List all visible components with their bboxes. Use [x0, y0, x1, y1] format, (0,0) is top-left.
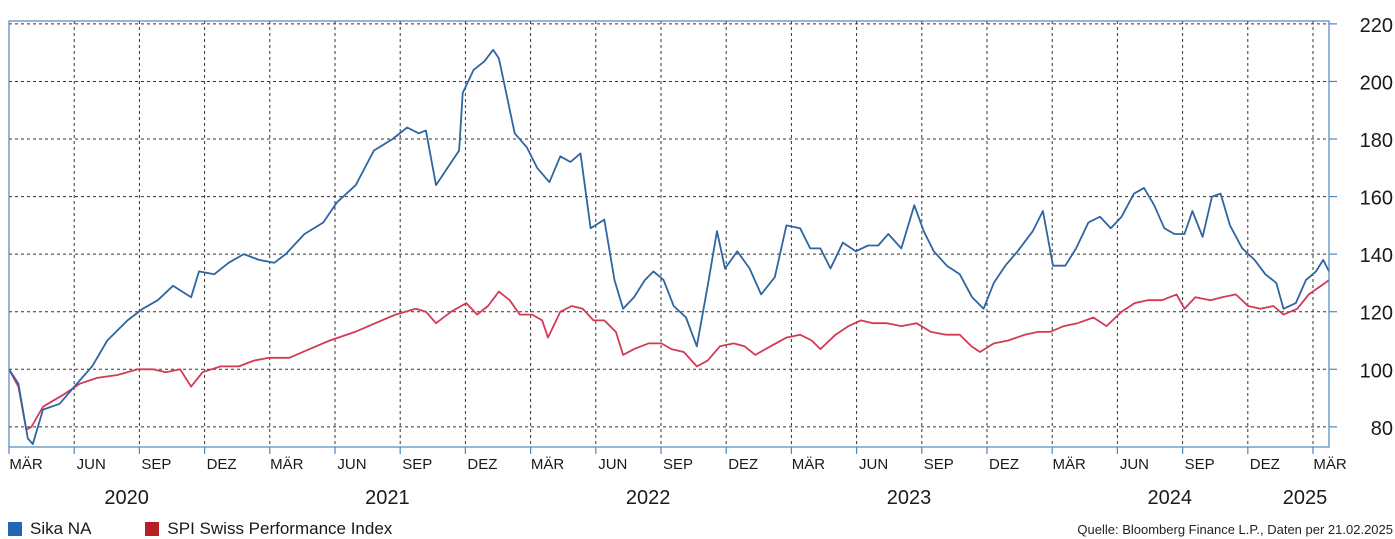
x-axis: MÄR JUN SEP DEZ MÄR JUN SEP DEZ MÄR JUN SEP DEZ MÄR J…	[8, 447, 1347, 509]
series-line-sika	[8, 48, 1330, 445]
year-label-2025: 2025	[1283, 487, 1328, 509]
x-tick-label-10: SEP	[663, 456, 693, 473]
series-lines	[8, 48, 1330, 445]
x-tick-label-7: DEZ	[467, 456, 497, 473]
y-tick-label-80: 80	[1371, 418, 1393, 440]
y-tick-label-160: 160	[1360, 188, 1393, 210]
x-tick-label-17: JUN	[1120, 456, 1149, 473]
x-tick-label-1: JUN	[77, 456, 106, 473]
y-tick-label-120: 120	[1360, 303, 1393, 325]
y-tick-label-140: 140	[1360, 245, 1393, 267]
x-tick-label-13: JUN	[859, 456, 888, 473]
year-label-2020: 2020	[104, 487, 149, 509]
legend-swatch-sika	[8, 522, 22, 536]
series-line-spi	[8, 279, 1330, 431]
x-tick-label-19: DEZ	[1250, 456, 1280, 473]
x-tick-label-14: SEP	[924, 456, 954, 473]
line-chart: 80 100 120 140 160 180 200 220 MÄR JUN SEP DEZ MÄR J…	[8, 15, 1393, 509]
y-tick-label-220: 220	[1360, 15, 1393, 37]
year-label-2023: 2023	[887, 487, 932, 509]
year-label-2022: 2022	[626, 487, 671, 509]
x-tick-label-5: JUN	[337, 456, 366, 473]
x-tick-label-20: MÄR	[1313, 456, 1347, 473]
year-label-2021: 2021	[365, 487, 410, 509]
y-tick-label-100: 100	[1360, 360, 1393, 382]
x-tick-label-4: MÄR	[270, 456, 304, 473]
y-axis: 80 100 120 140 160 180 200 220	[1329, 15, 1393, 440]
legend: Sika NA SPI Swiss Performance Index	[8, 519, 446, 539]
x-tick-label-8: MÄR	[531, 456, 565, 473]
x-tick-label-11: DEZ	[728, 456, 758, 473]
source-note: Quelle: Bloomberg Finance L.P., Daten pe…	[1077, 522, 1393, 537]
y-tick-label-200: 200	[1360, 72, 1393, 94]
plot-area-border	[8, 20, 1330, 448]
x-tick-label-9: JUN	[598, 456, 627, 473]
x-tick-label-6: SEP	[402, 456, 432, 473]
legend-item-spi: SPI Swiss Performance Index	[145, 519, 392, 539]
x-tick-label-2: SEP	[141, 456, 171, 473]
y-tick-label-180: 180	[1360, 130, 1393, 152]
x-tick-label-18: SEP	[1185, 456, 1215, 473]
x-tick-label-3: DEZ	[207, 456, 237, 473]
gridlines	[9, 21, 1329, 447]
legend-item-sika: Sika NA	[8, 519, 91, 539]
x-tick-label-0: MÄR	[9, 456, 43, 473]
legend-swatch-spi	[145, 522, 160, 536]
x-tick-label-12: MÄR	[792, 456, 826, 473]
x-tick-label-15: DEZ	[989, 456, 1019, 473]
x-tick-label-16: MÄR	[1053, 456, 1087, 473]
year-label-2024: 2024	[1148, 487, 1193, 509]
legend-label-spi: SPI Swiss Performance Index	[167, 519, 393, 538]
legend-label-sika: Sika NA	[30, 519, 92, 538]
